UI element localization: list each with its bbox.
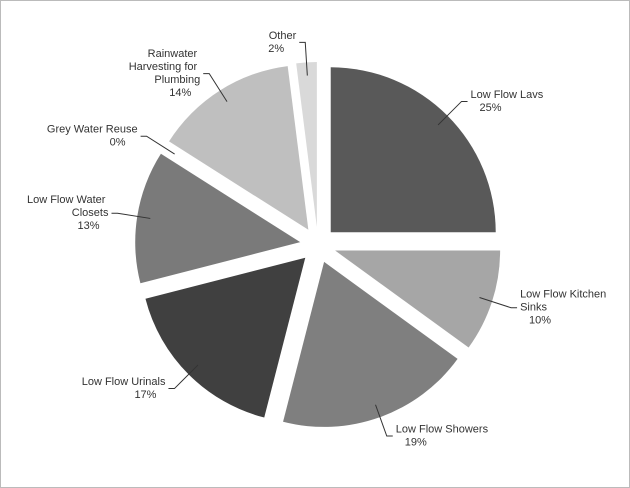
leader-line — [140, 135, 175, 155]
pie-slice — [135, 153, 301, 284]
leader-line — [168, 364, 199, 390]
pie-slice — [296, 62, 317, 228]
slice-label: Low Flow Urinals — [82, 376, 166, 388]
slice-label: Low Flow Lavs — [471, 89, 544, 101]
leader-line — [203, 73, 228, 102]
slice-value-label: 10% — [529, 315, 551, 327]
pie-slice — [283, 261, 458, 427]
slice-label: Grey Water Reuse — [47, 124, 138, 136]
leader-line — [299, 41, 308, 76]
slice-value-label: 17% — [134, 389, 156, 401]
slice-label: Rainwater Harvesting for Plumbing — [129, 48, 201, 86]
pie-slice — [335, 250, 501, 348]
slice-value-label: 13% — [77, 220, 99, 232]
leader-line — [111, 212, 151, 219]
slice-label: Other — [269, 30, 297, 42]
slice-value-label: 19% — [405, 436, 427, 448]
slice-value-label: 14% — [169, 87, 191, 99]
pie-slice — [145, 257, 306, 418]
slice-label: Low Flow Showers — [396, 423, 489, 435]
slice-label: Low Flow Water Closets — [27, 194, 109, 219]
slice-value-label: 2% — [268, 43, 284, 55]
leader-line — [479, 296, 518, 309]
slice-value-label: 25% — [480, 102, 502, 114]
leader-line — [375, 404, 393, 437]
slice-value-label: 0% — [110, 137, 126, 149]
pie-slice — [330, 67, 496, 233]
pie-slice — [169, 66, 309, 230]
leader-line — [437, 100, 468, 126]
slice-label: Low Flow Kitchen Sinks — [520, 289, 609, 314]
